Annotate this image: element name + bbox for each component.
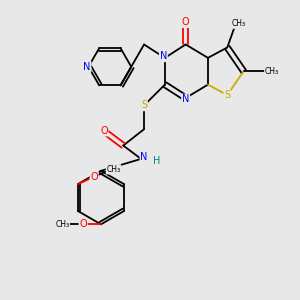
Text: N: N <box>160 51 167 62</box>
Text: CH₃: CH₃ <box>55 220 69 229</box>
Text: N: N <box>140 152 148 162</box>
Text: S: S <box>141 100 147 110</box>
Text: N: N <box>83 62 91 72</box>
Text: O: O <box>79 219 87 229</box>
Text: O: O <box>100 126 108 136</box>
Text: N: N <box>182 94 189 104</box>
Text: H: H <box>153 156 160 166</box>
Text: S: S <box>224 90 230 100</box>
Text: O: O <box>182 17 190 27</box>
Text: CH₃: CH₃ <box>232 19 246 28</box>
Text: CH₃: CH₃ <box>265 67 279 76</box>
Text: O: O <box>90 172 98 182</box>
Text: CH₃: CH₃ <box>106 165 121 174</box>
